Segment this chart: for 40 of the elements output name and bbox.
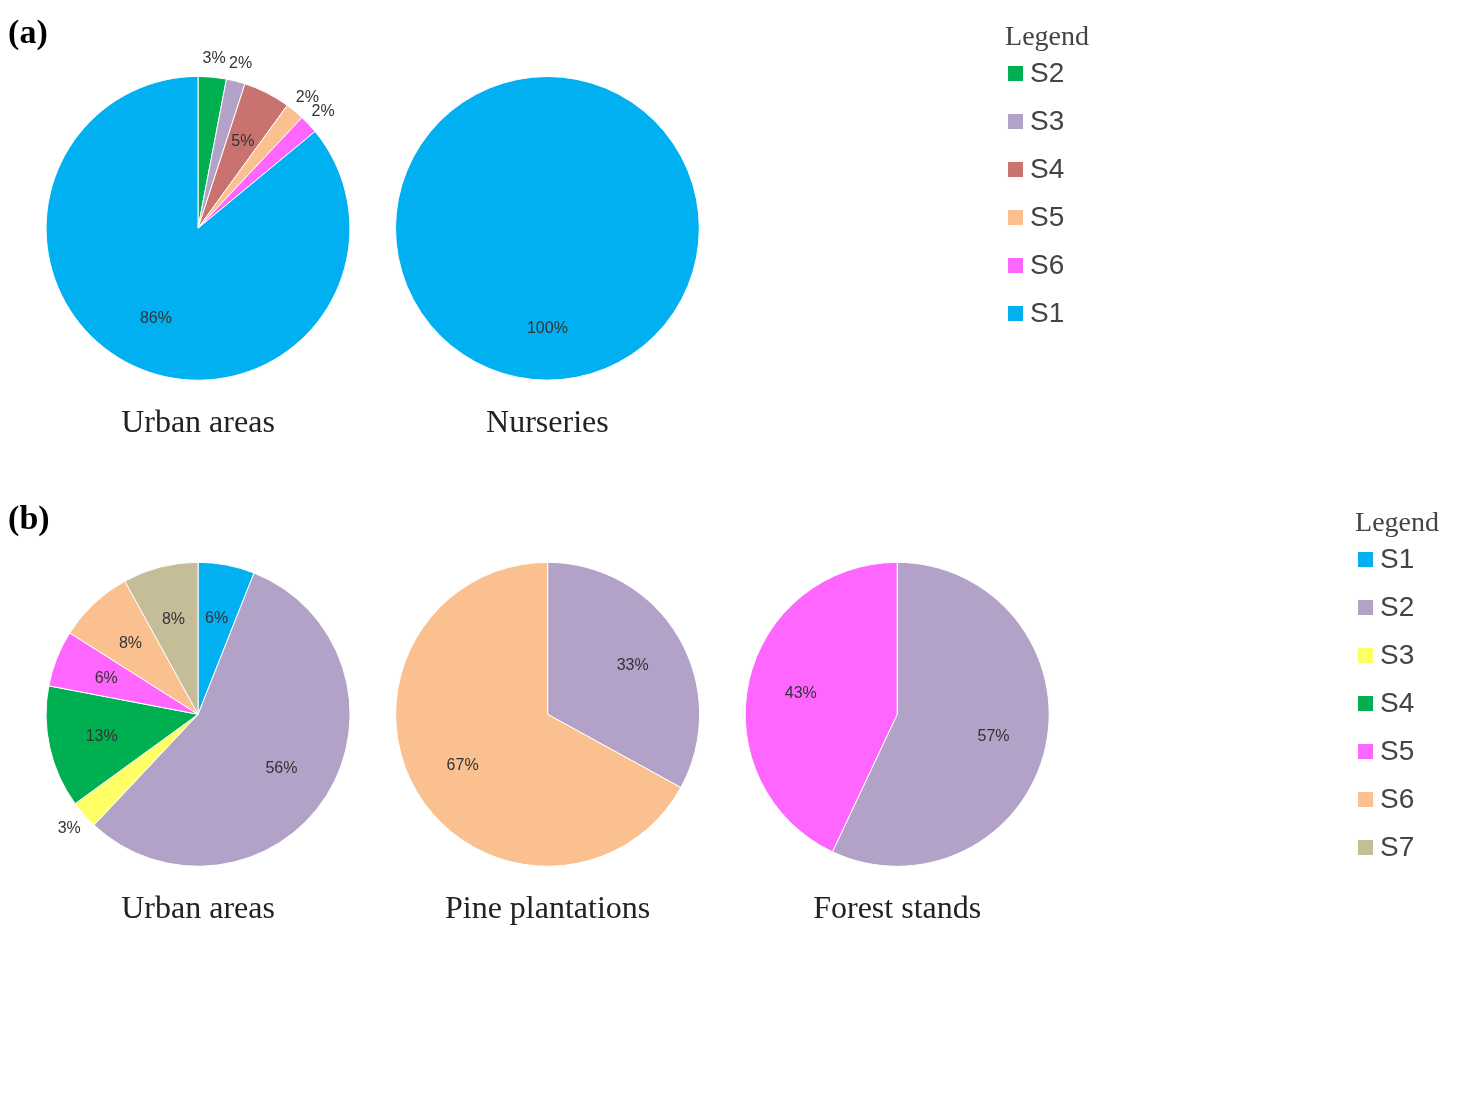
data-label: 8%: [161, 610, 186, 628]
legend-label: S4: [1030, 153, 1065, 185]
text: Urban areas: [121, 888, 275, 925]
data-label: 6%: [205, 608, 229, 626]
data-label: 57%: [977, 727, 1010, 745]
data-label: 6%: [94, 669, 118, 687]
legend-label: S5: [1380, 735, 1415, 767]
legend-label: S6: [1380, 783, 1415, 815]
legend-label: S4: [1380, 687, 1415, 719]
text: (a): [8, 12, 48, 51]
legend-label: S2: [1030, 57, 1065, 89]
data-label: 67%: [446, 756, 479, 774]
data-label: 2%: [229, 53, 253, 71]
legend-title: Legend: [1355, 506, 1439, 538]
data-label: 3%: [202, 48, 226, 66]
data-label: 56%: [265, 758, 298, 776]
text: Nurseries: [486, 402, 609, 439]
legend-title: Legend: [1005, 20, 1089, 52]
text: Forest stands: [813, 888, 982, 925]
legend-label: S2: [1380, 591, 1415, 623]
data-label: 33%: [616, 655, 649, 673]
data-label: 2%: [295, 87, 319, 105]
text: (b): [8, 498, 50, 537]
legend-label: S3: [1380, 639, 1415, 671]
data-label: 5%: [231, 131, 255, 149]
data-label: 13%: [85, 727, 118, 745]
legend-label: S6: [1030, 249, 1065, 281]
data-label: 2%: [311, 102, 335, 120]
legend-label: S5: [1030, 201, 1065, 233]
data-label: 3%: [57, 819, 81, 837]
text: Pine plantations: [444, 888, 651, 925]
legend-label: S1: [1380, 543, 1415, 575]
text: Urban areas: [121, 402, 275, 439]
legend-label: S3: [1030, 105, 1065, 137]
legend-label: S1: [1030, 297, 1065, 329]
data-label: 100%: [526, 318, 568, 336]
data-label: 86%: [139, 309, 172, 327]
legend-label: S7: [1380, 831, 1415, 863]
data-label: 8%: [118, 633, 143, 651]
data-label: 43%: [784, 684, 817, 702]
